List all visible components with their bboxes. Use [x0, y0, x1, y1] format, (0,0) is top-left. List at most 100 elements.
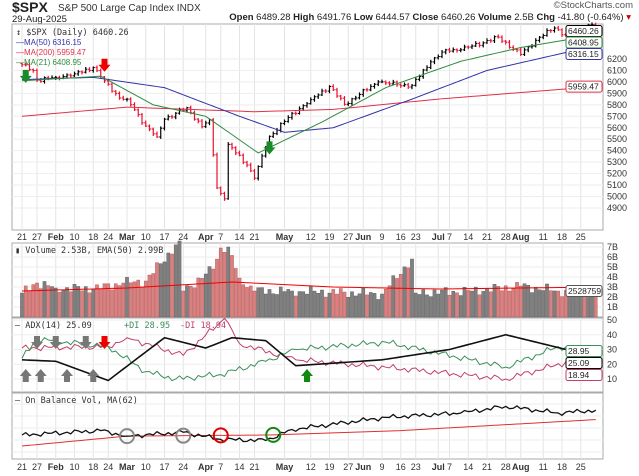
- volume-bar: [158, 263, 163, 318]
- volume-bar: [121, 282, 126, 318]
- x-tick-label-bottom: 27: [343, 462, 353, 472]
- price-tick-label: 4900: [607, 203, 627, 213]
- volume-bar: [507, 290, 512, 318]
- x-tick-label-bottom: 25: [576, 462, 586, 472]
- x-tick-label-top: 14: [463, 232, 473, 242]
- up-arrow-icon: [301, 369, 313, 382]
- volume-bar: [391, 275, 396, 318]
- price-tick-label: 5300: [607, 157, 627, 167]
- volume-bar: [451, 291, 456, 318]
- price-tick-label: 6100: [607, 65, 627, 75]
- volume-bar: [406, 267, 411, 318]
- price-tick-label: 6000: [607, 77, 627, 87]
- brand-logo: ©StockCharts.com: [553, 0, 633, 11]
- down-arrow-icon: [79, 336, 92, 349]
- ma-legend-2: —MA(21) 6408.95: [16, 58, 82, 67]
- exchange: INDX: [176, 3, 201, 14]
- volume-bar: [470, 290, 474, 318]
- minus-di-label: -DI 18.94: [180, 321, 226, 331]
- volume-bar: [132, 281, 137, 318]
- volume-bar: [128, 282, 133, 318]
- up-arrow-icon: [19, 369, 32, 382]
- volume-bar: [143, 280, 148, 318]
- volume-bar: [72, 284, 77, 318]
- volume-bar: [331, 289, 336, 318]
- volume-bar: [346, 296, 351, 318]
- price-tick-label: 5400: [607, 146, 627, 156]
- x-tick-label-bottom: 21: [249, 462, 259, 472]
- volume-bar: [533, 287, 538, 318]
- red-arrow-icon: [98, 58, 111, 72]
- volume-bar: [185, 285, 189, 318]
- volume-bar: [282, 291, 287, 318]
- adx-tick-label: 10: [607, 374, 617, 384]
- volume-bar: [147, 274, 152, 318]
- ma50-line: [21, 45, 596, 133]
- ma50-tag: 6316.15: [568, 49, 599, 59]
- volume-bar: [428, 296, 433, 318]
- volume-bar: [462, 286, 467, 318]
- x-tick-label-top: Apr: [198, 232, 214, 242]
- volume-bar: [252, 290, 257, 318]
- volume-bar: [316, 293, 321, 318]
- volume-bar: [76, 286, 81, 318]
- volume-bar: [230, 255, 234, 318]
- chart-date: 29-Aug-2025: [12, 14, 67, 25]
- adx-tick-label: 30: [607, 345, 617, 355]
- volume-bar: [376, 299, 381, 318]
- ma-legend-0: —MA(50) 6316.15: [16, 38, 82, 47]
- x-tick-label-top: 10: [69, 232, 79, 242]
- volume-tick-label: 5B: [607, 262, 618, 272]
- obv-line: [21, 405, 597, 443]
- close-tag: 6460.26: [568, 26, 599, 36]
- volume-bar: [53, 287, 58, 318]
- volume-bar: [327, 292, 332, 318]
- volume-bar: [413, 292, 418, 318]
- x-tick-label-top: 7: [218, 232, 223, 242]
- x-tick-label-bottom: Mar: [119, 462, 136, 472]
- up-arrow-icon: [34, 369, 47, 382]
- volume-bar: [323, 296, 328, 318]
- x-tick-label-bottom: 24: [103, 462, 113, 472]
- volume-bar: [548, 290, 553, 318]
- volume-bar: [188, 285, 193, 318]
- volume-bar: [278, 286, 283, 318]
- volume-bar: [245, 287, 249, 318]
- volume-bar: [500, 290, 504, 318]
- x-tick-label-bottom: Jun: [355, 462, 371, 472]
- signal-circle-icon: [212, 427, 229, 444]
- volume-bar: [342, 291, 347, 318]
- volume-bar: [515, 282, 519, 318]
- volume-bar: [98, 288, 103, 318]
- volume-bar: [447, 294, 452, 318]
- x-tick-label-top: 27: [32, 232, 42, 242]
- volume-bar: [151, 273, 156, 318]
- ma21-line: [21, 34, 596, 154]
- x-tick-label-top: 7: [447, 232, 452, 242]
- up-arrow-icon: [87, 369, 100, 382]
- price-tick-label: 5900: [607, 88, 627, 98]
- x-tick-label-bottom: 21: [482, 462, 492, 472]
- volume-value: 2.5B: [514, 12, 534, 23]
- volume-bar: [80, 290, 84, 318]
- volume-bar: [203, 273, 208, 318]
- chg-value: -41.80 (-0.64%): [557, 12, 624, 23]
- volume-tag: 2528759: [568, 286, 601, 296]
- x-tick-label-bottom: 18: [88, 462, 98, 472]
- x-tick-label-top: 27: [343, 232, 353, 242]
- volume-ema-line: [21, 281, 596, 292]
- price-tick-label: 5800: [607, 100, 627, 110]
- volume-bar: [20, 292, 24, 318]
- plus-di-line: [21, 337, 596, 382]
- volume-bar: [293, 295, 298, 318]
- x-tick-label-bottom: 7: [447, 462, 452, 472]
- minus-di-tag-box: [565, 369, 603, 382]
- volume-bar: [338, 288, 343, 318]
- x-tick-label-top: 9: [379, 232, 384, 242]
- volume-bar: [417, 294, 422, 318]
- volume-bar: [350, 291, 354, 318]
- x-tick-label-top: Jul: [432, 232, 445, 242]
- volume-tick-label: 3B: [607, 282, 618, 292]
- down-arrow-icon: [31, 336, 43, 349]
